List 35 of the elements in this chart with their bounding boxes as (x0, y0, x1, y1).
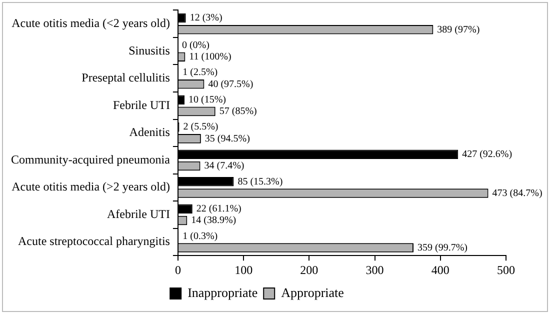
x-tick-label: 200 (300, 262, 318, 277)
data-label: 359 (99.7%) (417, 242, 468, 254)
y-tick-label: Acute otitis media (<2 years old) (12, 16, 170, 30)
data-label: 35 (94.5%) (204, 133, 250, 144)
data-label: 22 (61.1%) (196, 204, 242, 215)
data-label: 0 (0%) (182, 40, 210, 51)
data-label: 85 (15.3%) (238, 176, 283, 188)
data-label: 1 (2.5%) (182, 67, 218, 78)
y-tick-label: Acute streptococcal pharyngitis (18, 234, 170, 248)
data-label: 10 (15%) (188, 94, 226, 106)
data-label: 2 (5.5%) (183, 122, 218, 133)
data-label: 40 (97.5%) (208, 78, 254, 90)
data-label: 1 (0.3%) (182, 230, 218, 242)
y-tick-label: Afebrile UTI (106, 206, 170, 221)
y-tick-label: Adenitis (129, 125, 170, 140)
legend-label: Appropriate (281, 284, 344, 300)
data-label: 57 (85%) (219, 106, 257, 118)
legend-label: Inappropriate (188, 284, 258, 300)
x-tick-label: 500 (497, 262, 515, 277)
data-label: 427 (92.6%) (462, 148, 512, 160)
x-tick-label: 100 (234, 262, 253, 277)
data-label: 12 (3%) (190, 12, 222, 24)
data-label: 389 (97%) (437, 24, 480, 36)
y-tick-label: Acute otitis media (>2 years old) (12, 180, 170, 194)
y-tick-label: Febrile UTI (112, 98, 170, 112)
y-tick-label: Sinusitis (128, 43, 170, 58)
y-tick-label: Community-acquired pneumonia (10, 152, 171, 166)
x-tick-label: 0 (174, 262, 181, 277)
x-tick-label: 300 (366, 262, 384, 277)
data-label: 11 (100%) (189, 52, 232, 63)
data-label: 473 (84.7%) (492, 188, 542, 199)
y-tick-label: Preseptal cellulitis (82, 70, 170, 85)
data-label: 34 (7.4%) (204, 160, 244, 172)
data-label: 14 (38.9%) (191, 215, 236, 226)
x-tick-label: 400 (431, 262, 450, 277)
